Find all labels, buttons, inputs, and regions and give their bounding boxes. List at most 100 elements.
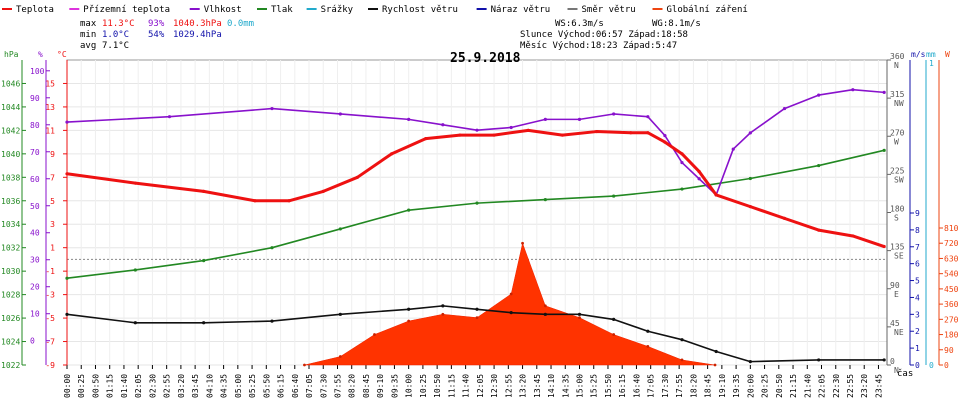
direction-tick-dir: NE bbox=[894, 328, 904, 337]
point-globalni-zareni bbox=[338, 355, 342, 358]
temperature-tick-label: 11 bbox=[45, 126, 55, 135]
point-globalni-zareni bbox=[578, 316, 581, 320]
radiation-tick-label: 0 bbox=[944, 361, 949, 370]
x-tick-label: 13:20 bbox=[519, 374, 528, 398]
stat-temp-min: 1.0°C bbox=[102, 30, 129, 40]
pressure-tick-label: 1042 bbox=[1, 126, 20, 135]
point-vlhkost bbox=[65, 120, 69, 124]
point-rychlost-v-tru bbox=[882, 358, 886, 362]
point-globalni-zareni bbox=[646, 344, 650, 348]
x-tick-label: 10:25 bbox=[419, 374, 428, 398]
x-tick-label: 03:45 bbox=[191, 374, 200, 398]
point-teplota bbox=[202, 189, 206, 193]
temperature-tick-label: 13 bbox=[45, 103, 55, 112]
temperature-tick-label: 7 bbox=[50, 173, 55, 182]
direction-tick-label: 315 bbox=[890, 90, 905, 99]
stat-press-max: 1040.3hPa bbox=[173, 19, 222, 29]
point-globalni-zareni bbox=[373, 333, 376, 336]
x-tick-label: 22:30 bbox=[832, 374, 841, 398]
point-rychlost-v-tru bbox=[202, 321, 206, 325]
direction-tick-dir: E bbox=[894, 290, 899, 299]
point-tlak bbox=[338, 227, 342, 231]
x-tick-label: 17:05 bbox=[647, 374, 656, 398]
legend-label: Vlhkost bbox=[204, 5, 242, 15]
stats-label: max bbox=[80, 19, 97, 29]
pressure-tick-label: 1046 bbox=[1, 79, 20, 88]
x-tick-label: 05:50 bbox=[262, 374, 271, 398]
point-teplota bbox=[663, 140, 667, 144]
point-vlhkost bbox=[882, 90, 886, 94]
temperature-tick-label: 5 bbox=[50, 197, 55, 206]
x-tick-label: 11:40 bbox=[462, 374, 471, 398]
point-globalni-zareni bbox=[303, 363, 306, 367]
x-tick-label: 20:25 bbox=[761, 374, 770, 398]
point-teplota bbox=[817, 228, 821, 232]
x-tick-label: 07:05 bbox=[305, 374, 314, 398]
point-globalni-zareni bbox=[612, 333, 616, 336]
point-teplota bbox=[782, 216, 787, 220]
legend-label: Směr větru bbox=[582, 5, 636, 15]
series-rychlost-v-tru bbox=[66, 305, 885, 363]
point-vlhkost bbox=[697, 177, 701, 181]
wind-tick-label: 5 bbox=[915, 277, 920, 286]
point-vlhkost bbox=[748, 131, 752, 135]
humidity-tick-label: 0 bbox=[30, 337, 35, 346]
humidity-tick-label: 50 bbox=[30, 202, 40, 211]
point-vlhkost bbox=[663, 133, 667, 138]
series-vlhkost bbox=[66, 88, 885, 196]
wind-tick-label: 7 bbox=[915, 243, 920, 252]
moon-info: Měsíc Východ:18:23 Západ:5:47 bbox=[520, 41, 677, 51]
point-tlak bbox=[612, 194, 616, 198]
sun-info: Slunce Východ:06:57 Západ:18:58 bbox=[520, 30, 688, 40]
x-tick-label: 13:45 bbox=[533, 374, 542, 398]
x-tick-label: 04:10 bbox=[205, 374, 214, 398]
x-tick-label: 01:15 bbox=[106, 374, 115, 398]
point-tlak bbox=[543, 197, 547, 202]
point-vlhkost bbox=[680, 160, 684, 165]
x-tick-label: 19:35 bbox=[732, 374, 741, 398]
point-tlak bbox=[748, 176, 752, 181]
temperature-unit: °C bbox=[57, 50, 67, 59]
x-tick-label: 08:45 bbox=[362, 374, 371, 398]
point-teplota bbox=[714, 193, 718, 197]
x-tick-label: 21:40 bbox=[803, 374, 812, 398]
point-tlak bbox=[407, 208, 411, 212]
point-globalni-zareni bbox=[521, 241, 524, 245]
point-teplota bbox=[526, 128, 530, 132]
wind-tick-label: 0 bbox=[915, 361, 920, 370]
point-teplota bbox=[133, 181, 137, 185]
radiation-tick-label: 270 bbox=[944, 315, 959, 324]
point-vlhkost bbox=[782, 106, 787, 111]
point-teplota bbox=[646, 131, 650, 135]
point-tlak bbox=[680, 187, 684, 191]
pressure-tick-label: 1044 bbox=[1, 103, 20, 112]
pressure-tick-label: 1034 bbox=[1, 220, 20, 229]
point-vlhkost bbox=[851, 88, 855, 92]
x-tick-label: 00:25 bbox=[77, 374, 86, 398]
legend-label: Přízemní teplota bbox=[83, 5, 170, 15]
x-tick-label: 23:45 bbox=[874, 374, 883, 398]
legend-label: Náraz větru bbox=[491, 5, 551, 15]
x-tick-label: 00:00 bbox=[63, 374, 72, 398]
point-rychlost-v-tru bbox=[133, 321, 137, 325]
temperature-tick-label: -7 bbox=[45, 338, 55, 347]
pressure-tick-label: 1028 bbox=[1, 291, 20, 300]
rain-tick-label: 0 bbox=[929, 361, 934, 370]
stat-temp-max: 11.3°C bbox=[102, 19, 135, 29]
direction-tick-label: 45 bbox=[890, 319, 900, 328]
wind-tick-label: 4 bbox=[915, 293, 920, 302]
temperature-tick-label: -3 bbox=[45, 291, 55, 300]
temperature-tick-label: -5 bbox=[45, 314, 55, 323]
x-tick-label: 15:00 bbox=[576, 374, 585, 398]
point-rychlost-v-tru bbox=[817, 358, 821, 362]
point-teplota bbox=[424, 136, 428, 141]
wind-info-wg: WG:8.1m/s bbox=[652, 19, 701, 29]
direction-tick-label: 360 bbox=[890, 52, 905, 61]
point-rychlost-v-tru bbox=[748, 360, 752, 364]
direction-tick-dir: S bbox=[894, 214, 899, 223]
legend-label: Globální záření bbox=[667, 5, 748, 15]
legend-label: Rychlost větru bbox=[382, 5, 458, 15]
x-tick-label: 05:25 bbox=[248, 374, 257, 398]
wind-tick-label: 1 bbox=[915, 344, 920, 353]
x-tick-label: 18:20 bbox=[689, 374, 698, 398]
